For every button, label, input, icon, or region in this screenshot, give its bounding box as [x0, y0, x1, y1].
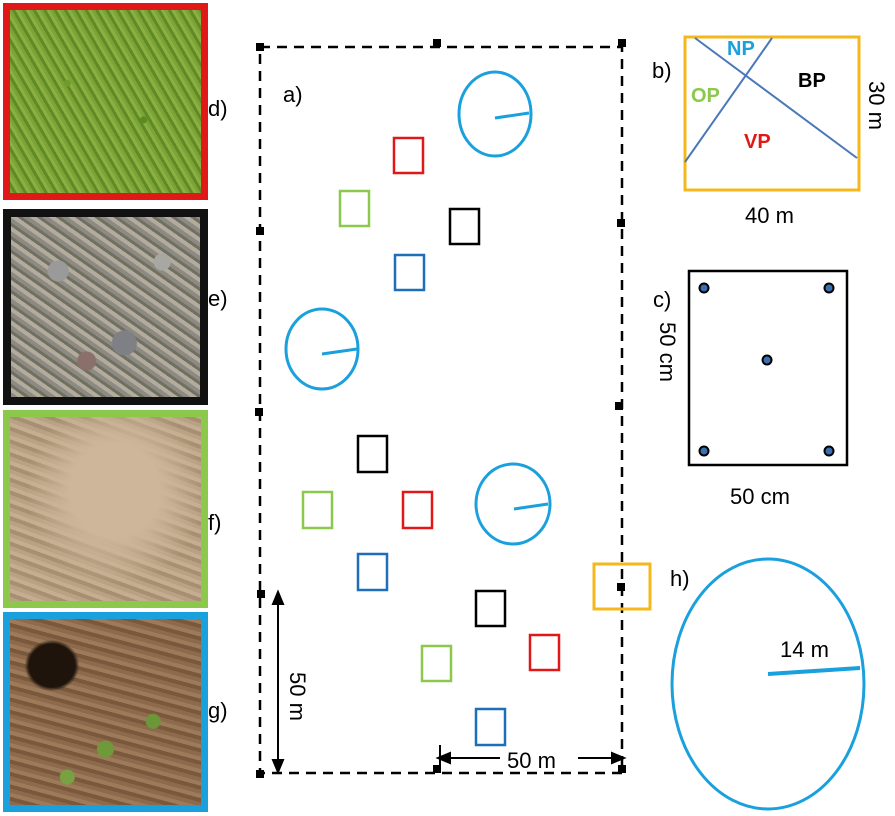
width-label: 40 m: [745, 203, 794, 228]
quadrat-yellow-zone: [592, 562, 652, 611]
marker: [256, 227, 264, 235]
marker: [256, 770, 264, 778]
panel-c-label: c): [653, 287, 671, 312]
dimension-vertical: [271, 589, 285, 775]
quadrat-red: [392, 136, 425, 175]
quadrat-black: [448, 207, 481, 246]
panel-a-label: a): [283, 82, 303, 107]
marker: [255, 408, 263, 416]
circular-plots: [284, 70, 552, 546]
sample-point: [761, 354, 773, 366]
marker: [615, 402, 623, 410]
photo-f-bare-soil: [3, 410, 208, 608]
photo-f-label: f): [208, 510, 221, 535]
radius-label: 14 m: [780, 637, 829, 662]
zone-frame: [683, 35, 861, 192]
photo-e-label: e): [208, 286, 228, 311]
zone-np: NP: [727, 38, 755, 60]
zone-divider: [684, 37, 773, 163]
quadrat-black: [356, 434, 389, 474]
marker: [433, 765, 441, 773]
quadrat-green: [338, 189, 371, 228]
marker: [618, 39, 626, 47]
quadrat-black: [474, 589, 507, 628]
panel-c: c) 50 cm 50 cm: [653, 269, 849, 509]
radius-line: [321, 347, 358, 356]
quadrat-blue: [393, 253, 426, 292]
marker: [433, 39, 441, 47]
sample-point: [698, 445, 710, 457]
panel-a: a): [255, 39, 652, 778]
circular-plot: [474, 462, 552, 546]
radius-line: [494, 111, 530, 120]
zone-vp: VP: [744, 131, 771, 153]
photo-e-gravel: [3, 209, 208, 405]
photo-d-grass: [3, 3, 208, 200]
sample-point: [823, 282, 835, 294]
quadrat-frame: [687, 269, 849, 467]
panel-h-label: h): [670, 566, 690, 591]
side-label: 50 cm: [655, 322, 680, 382]
quadrat-blue: [474, 707, 507, 747]
circular-plot: [284, 307, 360, 391]
zone-op: OP: [691, 85, 720, 107]
arrow-head: [435, 751, 451, 765]
panel-b: b) NP BP OP VP 40 m 30 m: [652, 35, 889, 228]
arrow-head: [611, 751, 627, 765]
height-label: 30 m: [864, 81, 889, 130]
sampling-points: [698, 282, 835, 457]
marker: [256, 43, 264, 51]
quadrat-plots: [301, 136, 652, 747]
photo-g-label: g): [208, 698, 228, 723]
sample-point: [823, 445, 835, 457]
marker: [257, 590, 265, 598]
panel-b-label: b): [652, 58, 672, 83]
marker: [618, 765, 626, 773]
radius-line: [767, 666, 861, 676]
dimension-horizontal: [435, 745, 627, 770]
marker: [617, 219, 625, 227]
photo-g-soil-burrow: [3, 612, 208, 812]
arrow-head: [271, 759, 285, 775]
circular-plot-detail: [670, 557, 866, 811]
quadrat-red: [528, 633, 561, 672]
quadrat-green: [301, 490, 334, 530]
quadrat-blue: [356, 552, 389, 592]
radius-line: [513, 502, 549, 511]
boundary-markers: [255, 39, 626, 778]
zone-bp: BP: [798, 70, 826, 92]
photo-d-label: d): [208, 96, 228, 121]
site-boundary: [258, 45, 624, 775]
panel-h: h) 14 m: [670, 557, 866, 811]
zone-divider: [694, 37, 858, 159]
dim-horizontal-label: 50 m: [507, 748, 556, 773]
arrow-head: [271, 589, 285, 605]
quadrat-green: [420, 644, 453, 683]
quadrat-red: [401, 490, 434, 530]
circular-plot: [457, 70, 533, 158]
dim-vertical-label: 50 m: [285, 672, 310, 721]
bottom-label: 50 cm: [730, 484, 790, 509]
marker: [617, 583, 625, 591]
sample-point: [698, 282, 710, 294]
